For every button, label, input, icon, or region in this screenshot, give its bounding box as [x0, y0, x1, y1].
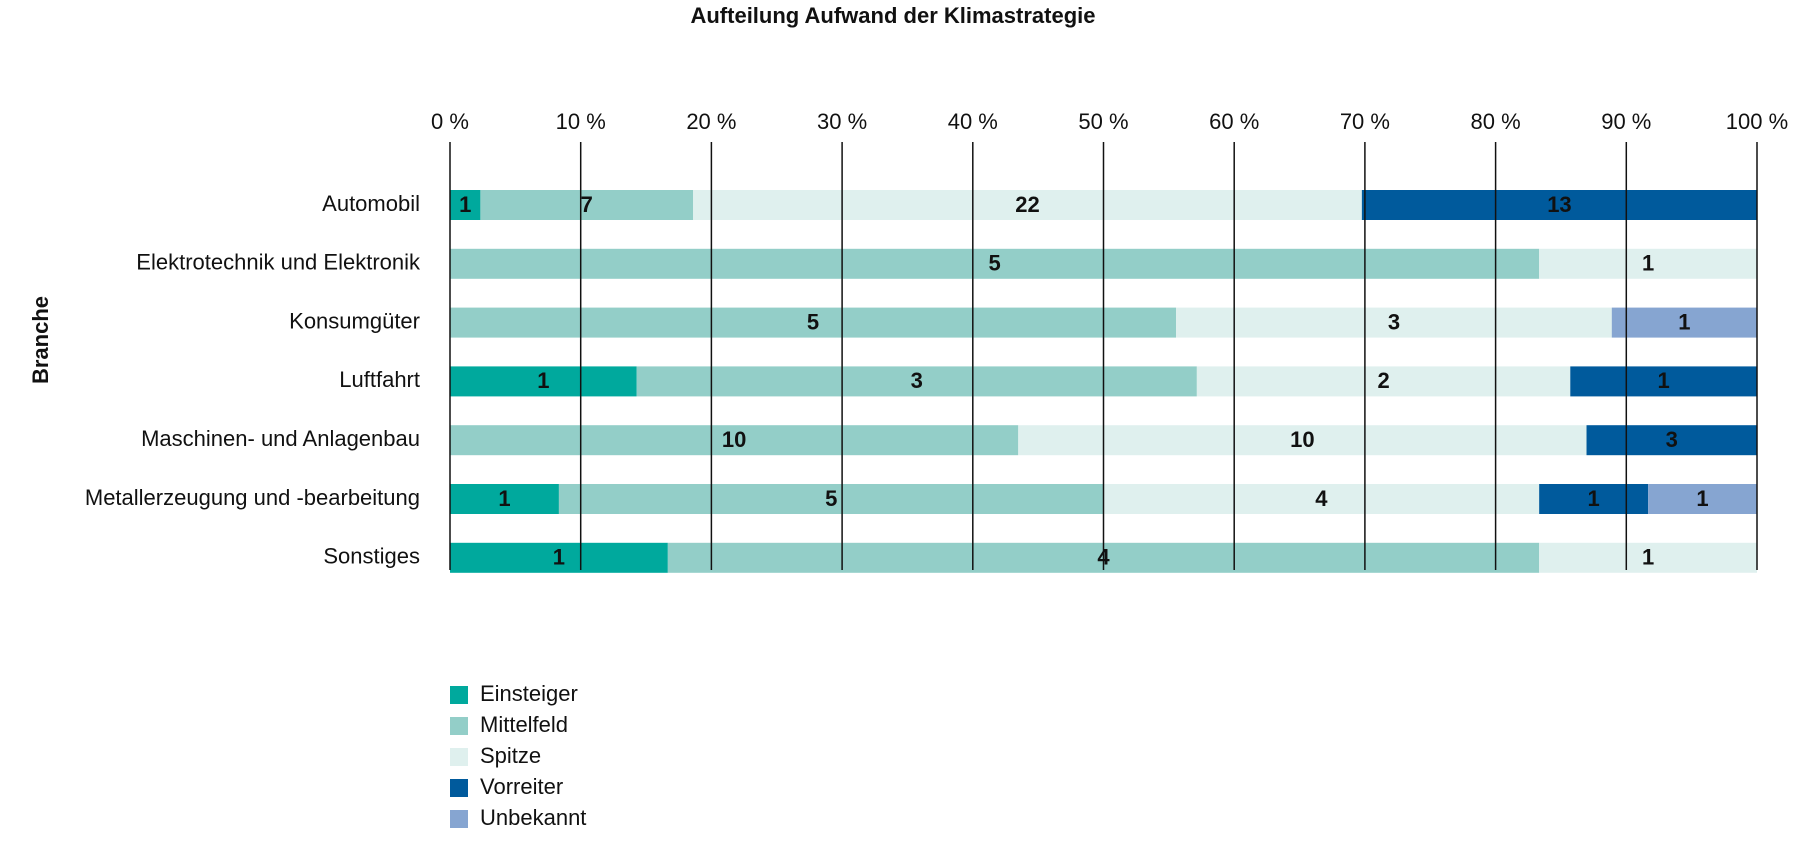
data-label: 1	[1642, 545, 1654, 570]
legend-label: Mittelfeld	[480, 712, 568, 737]
y-tick-label: Maschinen- und Anlagenbau	[141, 426, 420, 451]
bar-segment	[1103, 484, 1540, 514]
bar-segment	[1539, 248, 1757, 279]
y-tick-label: Konsumgüter	[289, 308, 420, 333]
data-label: 7	[581, 192, 593, 217]
chart-title: Aufteilung Aufwand der Klimastrategie	[690, 3, 1095, 28]
data-label: 1	[1658, 368, 1670, 393]
bar-segment	[1648, 484, 1757, 514]
bar-segment	[450, 484, 559, 514]
legend-swatch	[450, 810, 468, 828]
data-label: 4	[1315, 486, 1328, 511]
data-label: 1	[1588, 486, 1600, 511]
bar-segment	[450, 190, 481, 220]
x-tick-label: 60 %	[1209, 109, 1259, 134]
legend-label: Unbekannt	[480, 805, 586, 830]
data-label: 22	[1015, 192, 1039, 217]
bar-segment	[450, 307, 1177, 338]
bar-segment	[1018, 425, 1587, 456]
data-label: 1	[1696, 486, 1708, 511]
y-axis-label: Branche	[28, 296, 53, 384]
data-label: 5	[807, 309, 819, 334]
bar-segment	[1570, 366, 1757, 397]
data-label: 1	[1642, 251, 1654, 276]
bar-segment	[450, 248, 1540, 279]
legend-label: Spitze	[480, 743, 541, 768]
y-tick-label: Luftfahrt	[339, 367, 420, 392]
bar-segment	[1586, 425, 1757, 456]
x-tick-label: 100 %	[1726, 109, 1788, 134]
data-label: 5	[988, 251, 1000, 276]
data-label: 5	[825, 486, 837, 511]
x-tick-label: 90 %	[1601, 109, 1651, 134]
bar-segment	[1539, 542, 1757, 573]
x-tick-label: 50 %	[1078, 109, 1128, 134]
y-tick-label: Automobil	[322, 191, 420, 216]
legend-swatch	[450, 748, 468, 766]
bar-segment	[558, 484, 1104, 514]
legend-label: Einsteiger	[480, 681, 578, 706]
data-label: 2	[1377, 368, 1389, 393]
bar-segment	[1361, 190, 1757, 220]
data-label: 10	[722, 427, 746, 452]
data-label: 1	[537, 368, 549, 393]
bar-segment	[450, 542, 668, 573]
x-tick-label: 0 %	[431, 109, 469, 134]
data-label: 1	[1678, 309, 1690, 334]
legend-swatch	[450, 717, 468, 735]
y-tick-label: Metallerzeugung und -bearbeitung	[85, 485, 420, 510]
x-tick-label: 70 %	[1340, 109, 1390, 134]
x-tick-label: 80 %	[1471, 109, 1521, 134]
x-tick-label: 10 %	[556, 109, 606, 134]
legend-swatch	[450, 779, 468, 797]
bar-segment	[450, 366, 637, 397]
legend-label: Vorreiter	[480, 774, 563, 799]
data-label: 10	[1290, 427, 1314, 452]
bar-segment	[450, 425, 1019, 456]
data-label: 13	[1547, 192, 1571, 217]
data-label: 3	[1388, 309, 1400, 334]
y-tick-label: Sonstiges	[323, 544, 420, 569]
legend-swatch	[450, 686, 468, 704]
data-label: 1	[498, 486, 510, 511]
data-label: 1	[553, 545, 565, 570]
bar-segment	[1176, 307, 1612, 338]
x-tick-label: 20 %	[686, 109, 736, 134]
x-tick-label: 40 %	[948, 109, 998, 134]
bar-segment	[693, 190, 1362, 220]
bar-segment	[1539, 484, 1649, 514]
y-tick-label: Elektrotechnik und Elektronik	[136, 250, 421, 275]
bar-segment	[1611, 307, 1757, 338]
bar-segment	[1196, 366, 1571, 397]
x-tick-label: 30 %	[817, 109, 867, 134]
data-label: 3	[911, 368, 923, 393]
data-label: 3	[1666, 427, 1678, 452]
bar-segment	[480, 190, 694, 220]
data-label: 1	[459, 192, 471, 217]
